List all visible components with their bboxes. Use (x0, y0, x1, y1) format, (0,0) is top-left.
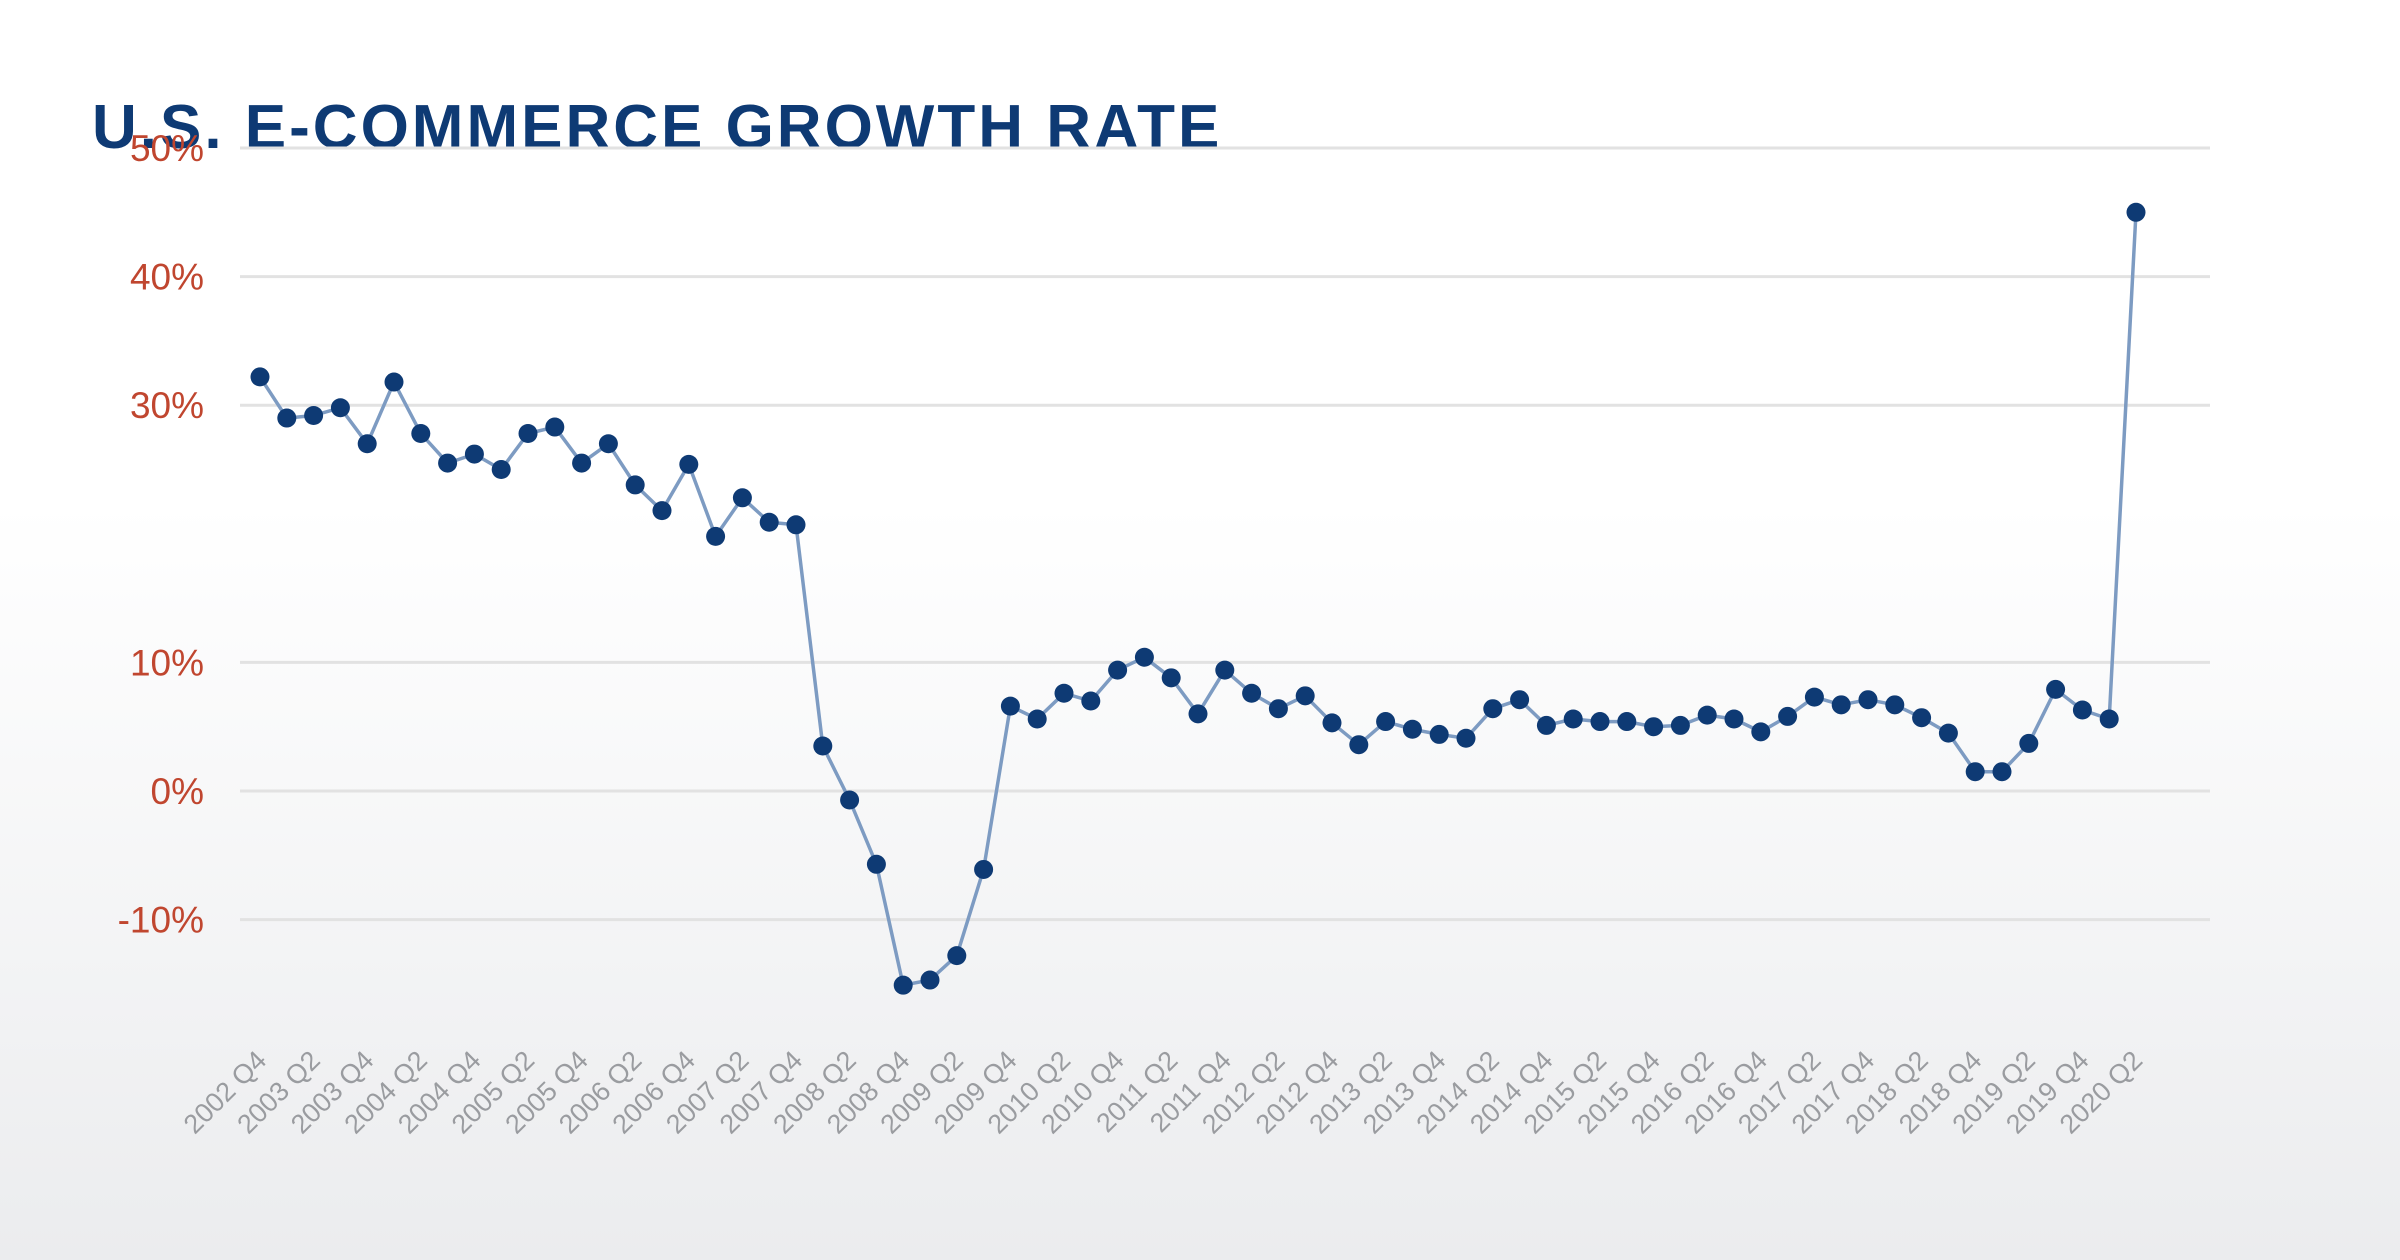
data-point (491, 460, 511, 479)
series-layer (250, 202, 2146, 995)
data-point (1778, 706, 1798, 726)
data-point (1108, 660, 1128, 680)
data-point (250, 367, 270, 387)
data-point (706, 526, 726, 546)
data-point (1402, 719, 1422, 739)
data-point (545, 417, 565, 437)
data-point (1938, 723, 1958, 743)
data-point (1885, 695, 1905, 715)
data-point (1697, 705, 1717, 725)
data-point (1349, 735, 1369, 755)
data-point (572, 453, 592, 473)
data-point (893, 975, 913, 995)
data-point (1456, 728, 1476, 748)
y-tick-label: 50% (130, 128, 204, 169)
data-point (1536, 715, 1556, 735)
data-point (2099, 709, 2119, 729)
data-point (1188, 704, 1208, 724)
data-point (1295, 686, 1315, 706)
y-axis-tick-labels: 50% 40% 30% 10% 0% -10% (118, 128, 204, 941)
data-point (974, 859, 994, 879)
data-point (1617, 712, 1637, 732)
data-point (357, 434, 377, 454)
data-point (411, 423, 431, 443)
data-point (1161, 668, 1181, 688)
data-point (384, 372, 404, 392)
y-tick-label: 10% (130, 642, 204, 683)
data-point (1134, 647, 1154, 667)
data-point (1268, 699, 1288, 719)
data-point (1751, 722, 1771, 742)
data-point (840, 790, 860, 810)
data-point (1510, 690, 1530, 710)
data-point (277, 408, 297, 428)
data-point (1054, 683, 1074, 703)
data-point (2126, 202, 2146, 222)
series-line (258, 212, 2138, 987)
data-point (732, 488, 752, 508)
data-point (1724, 709, 1744, 729)
data-point (920, 970, 940, 990)
y-tick-label: -10% (118, 900, 204, 941)
chart-title: U.S. E-COMMERCE GROWTH RATE (92, 93, 1223, 162)
data-point (330, 398, 350, 418)
data-point (947, 946, 967, 966)
data-point (518, 423, 538, 443)
data-point (652, 501, 672, 521)
data-point (1483, 699, 1503, 719)
data-point (1376, 712, 1396, 732)
data-point (304, 405, 324, 425)
data-point (1563, 709, 1583, 729)
data-point (1644, 717, 1664, 737)
y-tick-label: 30% (130, 385, 204, 426)
data-point (1429, 724, 1449, 744)
data-point (1670, 715, 1690, 735)
y-tick-label: 0% (151, 771, 204, 812)
data-point (2046, 679, 2066, 699)
data-point (1242, 683, 1262, 703)
data-point (625, 475, 645, 495)
data-point (2072, 700, 2092, 720)
y-tick-label: 40% (130, 257, 204, 298)
data-point (1992, 762, 2012, 782)
data-point (1322, 713, 1342, 733)
data-point (598, 434, 618, 454)
data-point (464, 444, 484, 464)
grid-lines (240, 146, 2210, 922)
data-point (1965, 762, 1985, 782)
data-point (866, 854, 886, 874)
data-point (679, 454, 699, 474)
data-point (1804, 687, 1824, 707)
data-point (1027, 709, 1047, 729)
data-point (1858, 690, 1878, 710)
data-point (1912, 708, 1932, 728)
data-point (813, 736, 833, 756)
data-point (1590, 712, 1610, 732)
data-point (438, 453, 458, 473)
data-point (759, 512, 779, 532)
data-point (1831, 695, 1851, 715)
data-point (786, 515, 806, 535)
data-point (1215, 660, 1235, 680)
data-point (1000, 696, 1020, 716)
data-point (2019, 733, 2039, 753)
data-point (1081, 691, 1101, 711)
